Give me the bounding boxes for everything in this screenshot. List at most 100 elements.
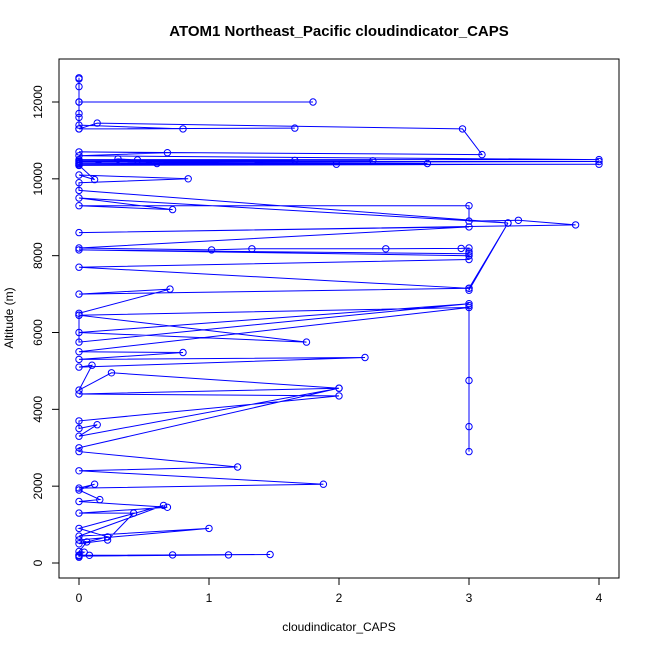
x-tick-label: 0 bbox=[76, 591, 83, 605]
data-point bbox=[465, 248, 473, 256]
data-point bbox=[114, 155, 122, 163]
data-point bbox=[75, 417, 83, 425]
data-point bbox=[75, 82, 83, 91]
y-tick-label: 2000 bbox=[31, 472, 45, 499]
x-tick-label: 1 bbox=[206, 591, 213, 605]
data-point bbox=[179, 348, 187, 357]
data-point bbox=[83, 538, 91, 546]
x-axis: 0 1 2 3 4 bbox=[76, 577, 603, 605]
data-point bbox=[75, 390, 83, 398]
data-point bbox=[75, 148, 83, 156]
data-point bbox=[465, 301, 473, 310]
data-point bbox=[75, 179, 83, 187]
data-point bbox=[335, 392, 343, 400]
data-point bbox=[133, 156, 142, 164]
data-point bbox=[595, 160, 603, 168]
data-point bbox=[75, 290, 83, 298]
data-point bbox=[75, 109, 83, 118]
data-point bbox=[75, 113, 83, 122]
x-tick-label: 4 bbox=[596, 591, 603, 605]
data-point bbox=[103, 533, 112, 541]
data-point bbox=[75, 424, 83, 433]
data-point bbox=[75, 551, 83, 559]
y-axis: 0 2000 4000 6000 8000 10000 12000 bbox=[31, 85, 60, 566]
data-point bbox=[75, 432, 83, 440]
data-point bbox=[75, 75, 83, 83]
data-point bbox=[75, 311, 83, 319]
y-tick-label: 6000 bbox=[31, 319, 45, 346]
y-tick-label: 12000 bbox=[31, 85, 45, 119]
data-point bbox=[75, 121, 83, 129]
data-point bbox=[233, 463, 242, 471]
data-point bbox=[458, 125, 467, 133]
data-point bbox=[75, 524, 83, 533]
data-point bbox=[75, 486, 83, 494]
data-point bbox=[266, 550, 274, 559]
data-point bbox=[571, 221, 580, 229]
y-tick-label: 10000 bbox=[31, 162, 45, 196]
data-point bbox=[465, 286, 473, 294]
data-point bbox=[153, 159, 161, 168]
data-point bbox=[465, 376, 473, 385]
data-point bbox=[75, 355, 83, 364]
data-point bbox=[75, 348, 83, 356]
data-point bbox=[184, 175, 192, 183]
data-point bbox=[75, 540, 83, 548]
data-point bbox=[291, 156, 299, 165]
data-point bbox=[168, 551, 177, 559]
y-tick-label: 8000 bbox=[31, 242, 45, 269]
data-point bbox=[465, 422, 473, 431]
chart-title: ATOM1 Northeast_Pacific cloudindicator_C… bbox=[169, 23, 509, 40]
y-axis-label: Altitude (m) bbox=[2, 287, 16, 348]
data-point bbox=[75, 186, 83, 195]
data-point bbox=[88, 361, 96, 369]
data-point bbox=[75, 338, 83, 346]
data-point bbox=[595, 157, 603, 166]
data-point bbox=[75, 532, 83, 540]
data-point bbox=[465, 250, 473, 258]
data-point bbox=[75, 246, 83, 254]
data-point bbox=[465, 217, 473, 225]
data-point bbox=[90, 175, 99, 184]
x-tick-label: 3 bbox=[466, 591, 473, 605]
data-point bbox=[75, 328, 83, 337]
data-point bbox=[205, 524, 213, 533]
data-point bbox=[75, 497, 83, 506]
data-point bbox=[75, 98, 83, 106]
data-point bbox=[75, 386, 83, 394]
data-point bbox=[75, 202, 83, 210]
data-point bbox=[75, 194, 83, 202]
data-point bbox=[309, 98, 317, 106]
series-line bbox=[77, 77, 600, 558]
data-point bbox=[179, 125, 187, 133]
data-point bbox=[514, 216, 523, 225]
data-point bbox=[457, 244, 465, 253]
y-tick-label: 0 bbox=[31, 559, 45, 566]
data-point bbox=[291, 124, 299, 132]
data-point bbox=[85, 551, 94, 559]
data-point bbox=[75, 244, 83, 252]
data-point bbox=[163, 503, 172, 511]
data-point bbox=[595, 155, 603, 164]
data-point bbox=[168, 205, 177, 214]
data-point bbox=[75, 447, 83, 456]
data-point bbox=[75, 467, 83, 475]
data-point bbox=[335, 384, 343, 392]
data-point bbox=[75, 171, 83, 179]
x-axis-label: cloudindicator_CAPS bbox=[282, 620, 395, 634]
data-point bbox=[465, 255, 473, 264]
data-point bbox=[319, 480, 328, 488]
data-point bbox=[423, 159, 432, 168]
data-point bbox=[75, 444, 83, 452]
data-point bbox=[93, 119, 101, 127]
data-point bbox=[159, 501, 168, 510]
data-point bbox=[465, 223, 473, 231]
data-point bbox=[465, 447, 473, 456]
plot-frame bbox=[58, 58, 620, 579]
data-point bbox=[302, 338, 311, 346]
data-point bbox=[93, 421, 101, 429]
data-point bbox=[504, 219, 512, 227]
data-point bbox=[465, 252, 473, 260]
data-point bbox=[166, 285, 174, 293]
